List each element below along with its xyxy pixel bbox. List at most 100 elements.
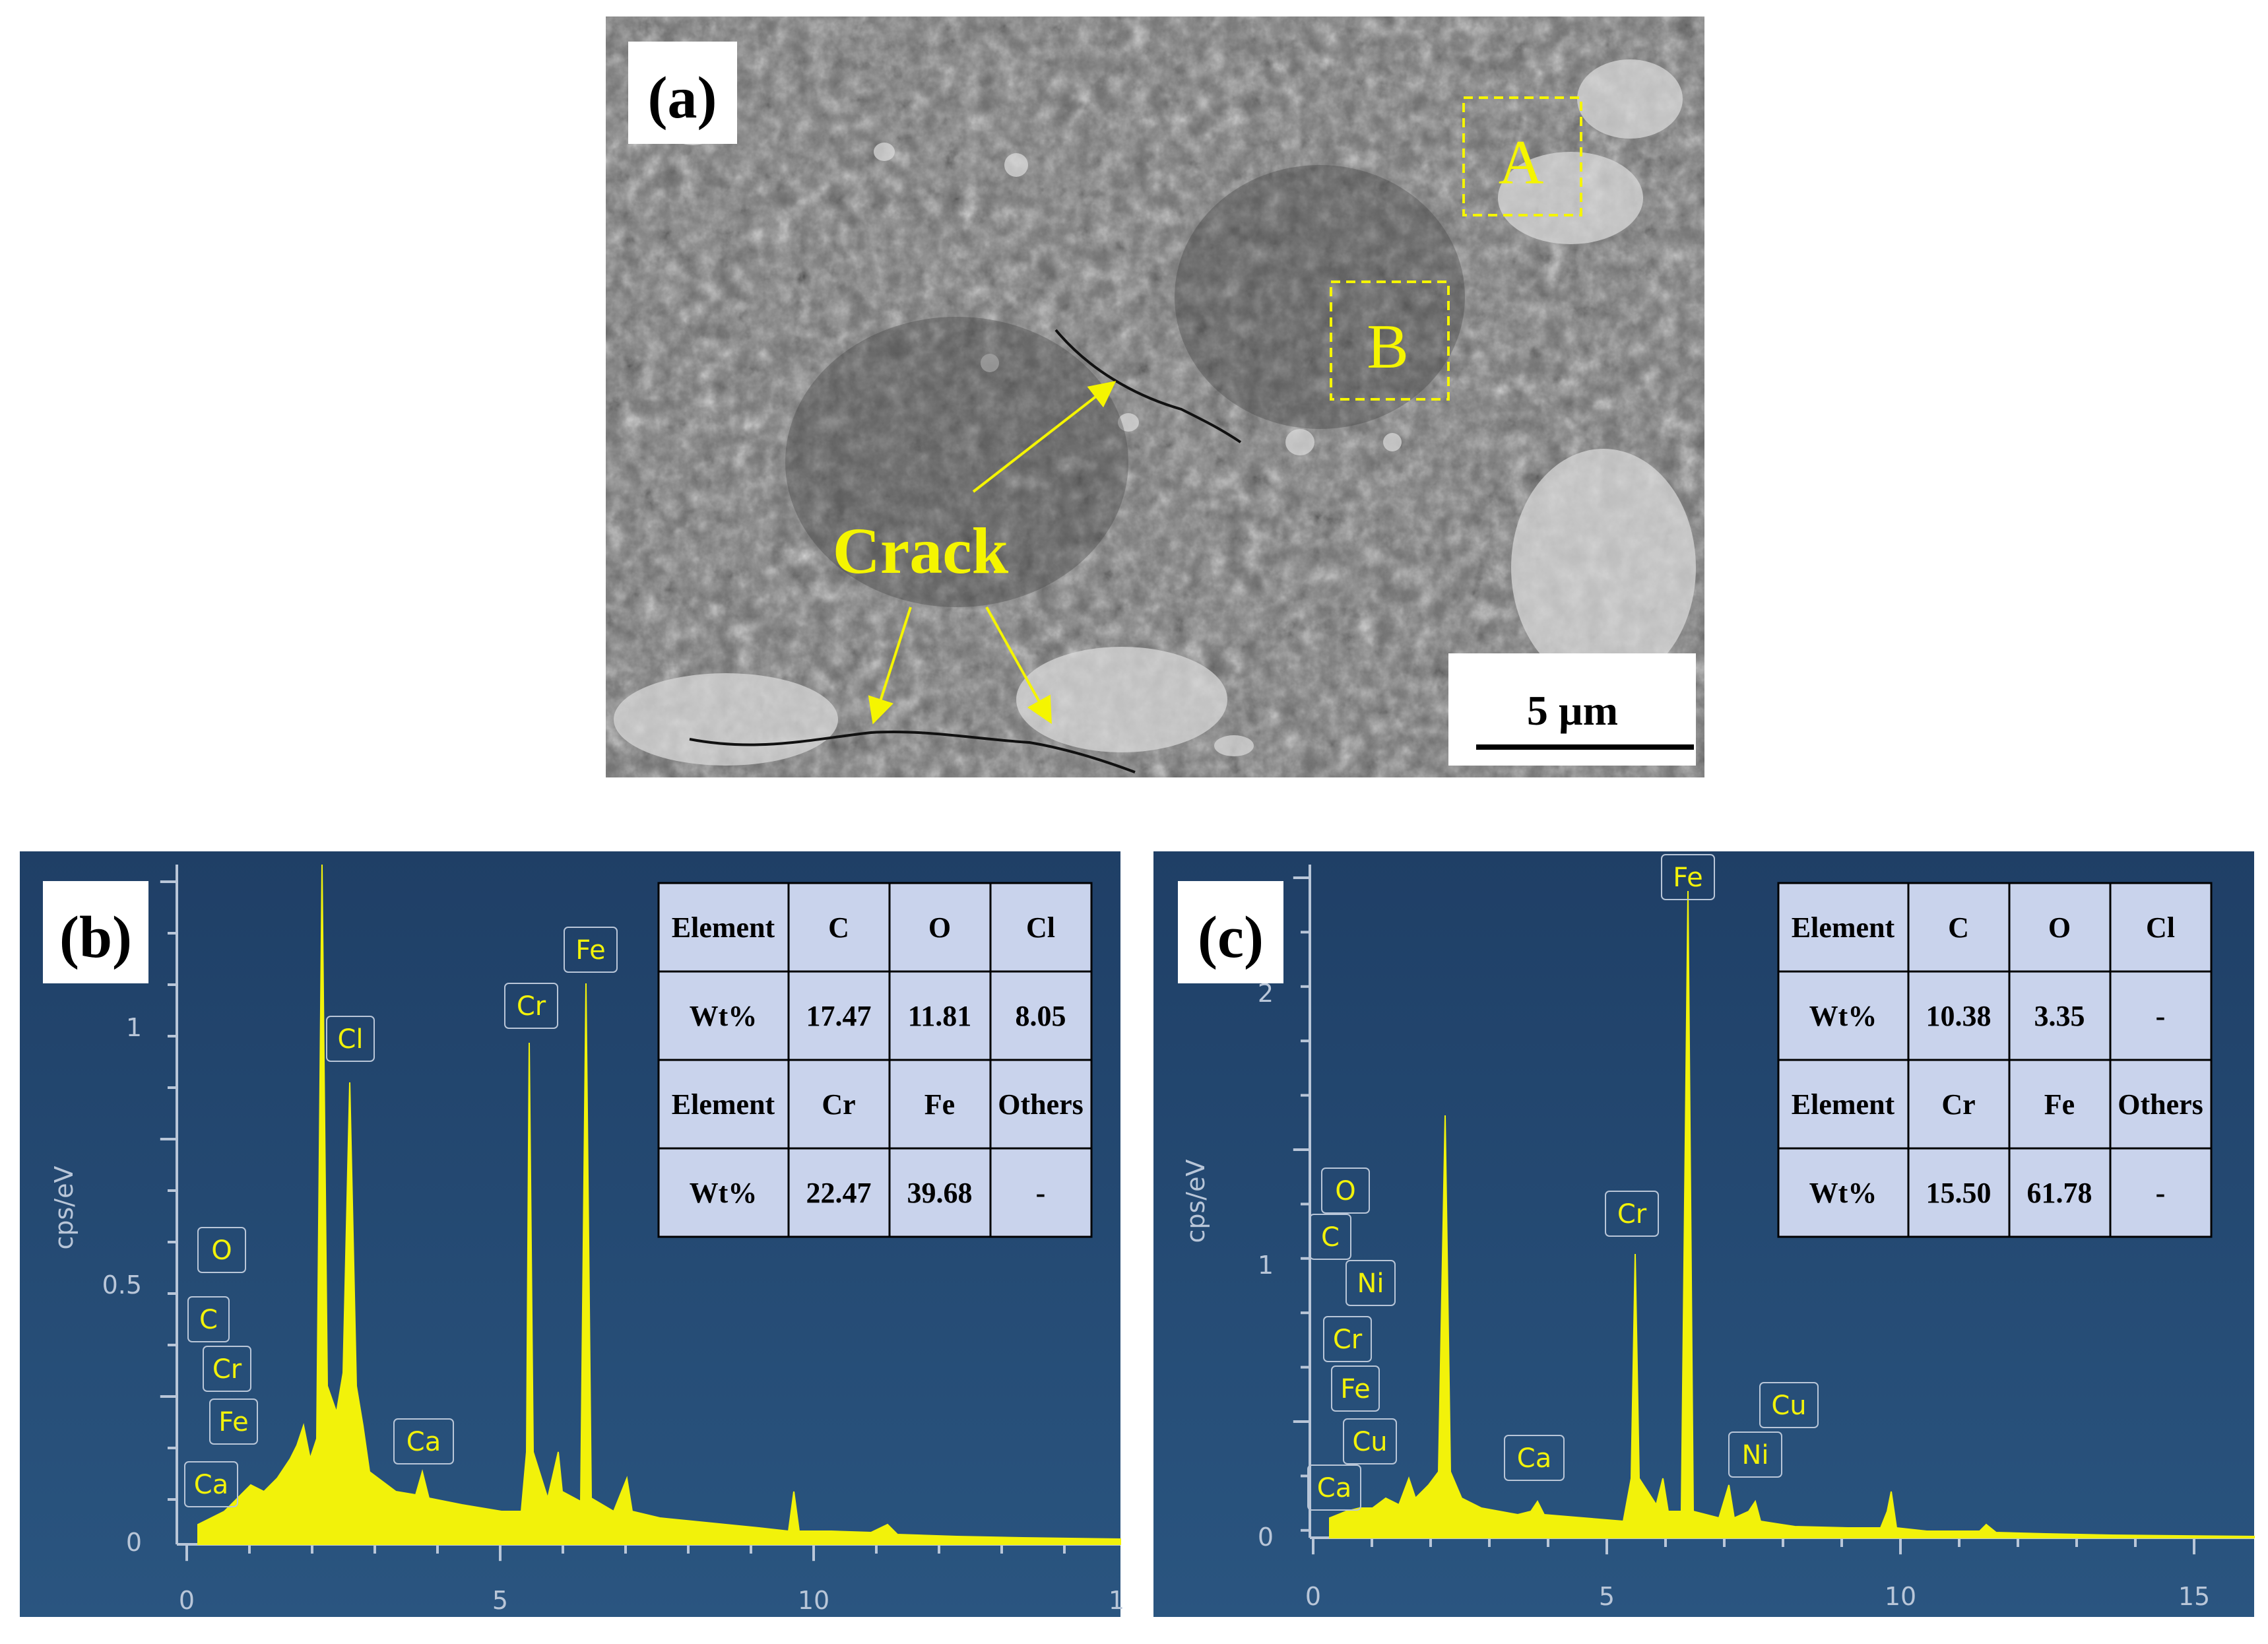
panel-b-peak-c: C (199, 1305, 218, 1335)
panel-c-x-tick-2: 10 (1885, 1582, 1916, 1611)
table-c-r0c0: Element (1792, 911, 1895, 944)
surface-debris (614, 59, 1696, 766)
panel-c-peak-cr-low: Cr (1333, 1325, 1363, 1355)
table-c-r0c3: Cl (2146, 911, 2175, 944)
panel-b-label-box (43, 881, 148, 983)
table-c-r2c3: Others (2118, 1088, 2203, 1121)
panel-b-peak-cr: Cr (517, 991, 546, 1022)
panel-c-spectrum-curve (1329, 890, 2255, 1538)
table-c-r2c1: Cr (1941, 1088, 1975, 1121)
panel-b-peak-fe-low: Fe (218, 1407, 248, 1437)
table-b-r0c0: Element (672, 911, 775, 944)
panel-c-label: (c) (1198, 905, 1264, 970)
panel-b-y-tick-1: 0.5 (102, 1270, 142, 1299)
table-c-r3c0: Wt% (1809, 1177, 1877, 1209)
table-b-r1c3: 8.05 (1016, 1000, 1066, 1032)
panel-c-composition-table: Element C O Cl Wt% 10.38 3.35 - Element … (1777, 882, 2213, 1238)
table-b-r3c0: Wt% (690, 1177, 758, 1209)
table-c-r3c2: 61.78 (2027, 1177, 2092, 1209)
panel-b-y-minor-ticks (160, 880, 177, 1501)
panel-c-y-tick-0: 0 (1258, 1523, 1274, 1552)
panel-b-peak-cl: Cl (337, 1024, 363, 1055)
table-b-r0c1: C (828, 911, 849, 944)
table-c-r2c0: Element (1792, 1088, 1895, 1121)
panel-a-sem-image: (a) A B Crack 5 µm (606, 16, 1704, 777)
table-c-r1c0: Wt% (1809, 1000, 1877, 1032)
panel-c-peak-o: O (1335, 1176, 1355, 1206)
region-a-label: A (1499, 127, 1544, 197)
panel-c-y-tick-1: 1 (1258, 1251, 1274, 1280)
panel-b-peak-cr-low: Cr (212, 1354, 242, 1385)
table-c-r1c3: - (2156, 1000, 2166, 1032)
panel-b-x-minor-ticks (185, 1544, 1066, 1562)
region-a-box (1462, 96, 1582, 216)
panel-c-peak-cu: Cu (1771, 1391, 1806, 1421)
panel-b-peak-ca-low: Ca (194, 1470, 228, 1500)
table-c-r3c1: 15.50 (1926, 1177, 1992, 1209)
panel-c-peak-ni: Ni (1741, 1440, 1768, 1470)
panel-b-spectrum: 0 0.5 1 cps/eV 0 5 10 1 O C Cr Fe Ca Cl … (20, 851, 1124, 1617)
panel-c-y-tick-2: 2 (1258, 979, 1274, 1008)
panel-c-peak-ca-low: Ca (1317, 1473, 1351, 1503)
panel-c-peak-fe-low: Fe (1340, 1374, 1370, 1404)
table-b-r0c2: O (928, 911, 951, 944)
panel-b-composition-table: Element C O Cl Wt% 17.47 11.81 8.05 Elem… (657, 882, 1093, 1238)
panel-b-ylabel: cps/eV (49, 1166, 79, 1250)
crack-arrows (868, 381, 1117, 725)
panel-b-y-tick-2: 1 (126, 1013, 142, 1042)
table-b-r2c1: Cr (822, 1088, 855, 1121)
table-c-r0c2: O (2048, 911, 2071, 944)
table-b-r0c3: Cl (1026, 911, 1055, 944)
panel-c-peak-labels (1307, 854, 1819, 1511)
darker-regions (785, 165, 1465, 607)
panel-c-spectrum: 0 1 2 cps/eV 0 5 10 15 O C Ni Cr Fe Cu C… (1153, 851, 2255, 1617)
panel-c-label-box (1178, 881, 1283, 983)
crack-annotation: Crack (833, 514, 1009, 587)
table-c-r1c1: 10.38 (1926, 1000, 1992, 1032)
panel-c-x-tick-0: 0 (1305, 1582, 1321, 1611)
table-b-r1c2: 11.81 (908, 1000, 972, 1032)
panel-c-peak-cr: Cr (1617, 1199, 1647, 1230)
panel-b-y-tick-0: 0 (126, 1528, 142, 1557)
panel-a-label-box (628, 42, 737, 144)
panel-c-peak-c: C (1321, 1222, 1340, 1253)
table-b-r2c3: Others (998, 1088, 1084, 1121)
crack-lines (689, 329, 1242, 773)
panel-b-spectrum-curve (197, 864, 1121, 1545)
panel-b-x-tick-0: 0 (179, 1586, 195, 1615)
table-c-r0c1: C (1948, 911, 1969, 944)
panel-c-peak-ca: Ca (1517, 1443, 1551, 1474)
panel-c-x-minor-ticks (1312, 1538, 2195, 1555)
panel-c-y-minor-ticks (1293, 876, 1310, 1532)
panel-c-ylabel: cps/eV (1181, 1160, 1210, 1243)
panel-c-peak-cu-low: Cu (1352, 1427, 1387, 1457)
panel-c-x-tick-1: 5 (1599, 1582, 1615, 1611)
table-c-r1c2: 3.35 (2034, 1000, 2085, 1032)
panel-c-x-tick-3: 15 (2178, 1582, 2210, 1611)
panel-c-peak-ni-low: Ni (1357, 1268, 1384, 1299)
panel-b-peak-ca: Ca (406, 1427, 441, 1457)
scale-bar-label: 5 µm (1527, 687, 1618, 734)
panel-b-x-tick-1: 5 (492, 1586, 508, 1615)
panel-b-peak-fe: Fe (575, 935, 605, 966)
table-c-r3c3: - (2156, 1177, 2166, 1209)
table-b-r1c0: Wt% (690, 1000, 758, 1032)
region-b-box (1330, 280, 1450, 401)
panel-a-label: (a) (648, 65, 717, 131)
table-b-r1c1: 17.47 (806, 1000, 872, 1032)
panel-b-peak-labels (184, 927, 618, 1507)
table-c-r2c2: Fe (2044, 1088, 2075, 1121)
table-b-r2c0: Element (672, 1088, 775, 1121)
panel-b-peak-o: O (211, 1235, 232, 1266)
panel-c-peak-fe: Fe (1673, 863, 1702, 893)
region-b-label: B (1367, 312, 1408, 381)
table-b-r3c3: - (1036, 1177, 1046, 1209)
panel-b-x-tick-3: 1 (1109, 1586, 1124, 1615)
panel-b-label: (b) (59, 905, 132, 970)
panel-b-x-tick-2: 10 (798, 1586, 829, 1615)
table-b-r3c1: 22.47 (806, 1177, 872, 1209)
table-b-r2c2: Fe (924, 1088, 955, 1121)
scale-bar (1476, 744, 1694, 750)
table-b-r3c2: 39.68 (907, 1177, 973, 1209)
